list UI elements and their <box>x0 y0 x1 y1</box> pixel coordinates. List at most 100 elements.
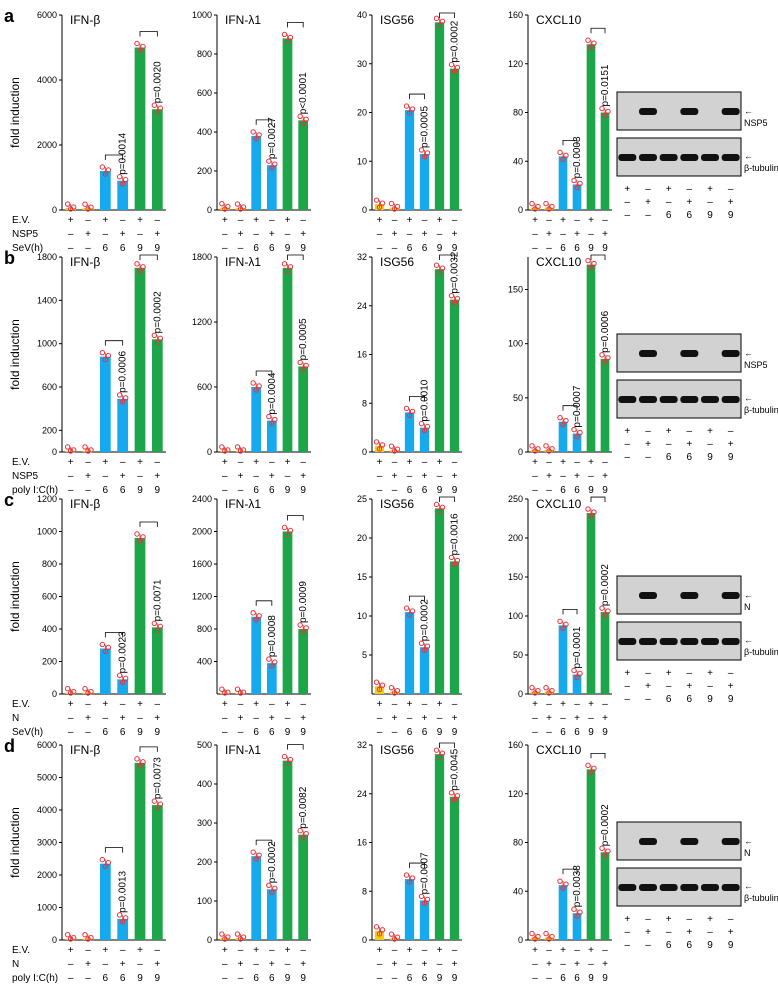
significance-bracket <box>255 600 273 606</box>
data-point <box>70 204 77 210</box>
data-point <box>433 501 440 508</box>
y-tick-label: 800 <box>197 624 212 634</box>
condition-cell: + <box>574 471 580 482</box>
significance-bracket <box>104 340 124 346</box>
data-point <box>591 765 597 772</box>
blot-condition-cell: + <box>645 681 651 692</box>
blot-band-loading <box>701 884 719 891</box>
condition-cell: 9 <box>155 727 161 738</box>
chart-title: IFN-λ1 <box>225 13 261 27</box>
condition-cell: 9 <box>437 727 443 738</box>
blot-condition-cell: – <box>645 426 651 437</box>
condition-cell: + <box>285 215 291 226</box>
y-tick-label: 20 <box>357 533 367 543</box>
data-point <box>529 200 535 207</box>
condition-cell: + <box>532 457 538 468</box>
chart-title: IFN-β <box>70 497 100 511</box>
blot-condition-cell: + <box>707 668 713 679</box>
y-tick-label: 200 <box>42 657 57 667</box>
significance-bracket <box>255 839 273 846</box>
condition-cell: 9 <box>452 727 458 738</box>
condition-cell: + <box>137 699 143 710</box>
condition-cell: 9 <box>452 243 458 254</box>
condition-cell: + <box>120 959 126 970</box>
condition-cell: + <box>269 229 275 240</box>
p-value-label: p=0.0020 <box>152 61 163 103</box>
condition-cell: – <box>85 457 91 468</box>
significance-bracket <box>287 22 304 28</box>
data-point <box>234 686 241 692</box>
bar <box>572 913 582 940</box>
condition-cell: 6 <box>422 243 428 254</box>
data-point <box>134 40 140 47</box>
blot-condition-cell: + <box>645 197 651 208</box>
condition-cell: – <box>392 945 398 956</box>
data-point <box>454 557 461 564</box>
condition-cell: + <box>137 215 143 226</box>
bar <box>404 412 415 452</box>
condition-cell: – <box>392 699 398 710</box>
data-point <box>549 687 555 694</box>
condition-cell: – <box>546 243 552 254</box>
data-point <box>219 444 225 450</box>
bar <box>419 153 430 210</box>
y-tick-label: 32 <box>357 740 367 750</box>
significance-bracket <box>439 496 455 502</box>
y-tick-label: 1000 <box>37 903 57 913</box>
blot-band-protein <box>721 108 740 115</box>
data-point <box>151 620 158 627</box>
significance-bracket <box>562 868 578 875</box>
p-value-label: p=0.0013 <box>118 870 129 912</box>
data-point <box>122 395 129 401</box>
data-point <box>82 444 88 450</box>
bar <box>434 22 445 210</box>
p-value-label: p=0.0002 <box>600 804 611 846</box>
condition-cell: 9 <box>155 243 161 254</box>
data-point <box>272 659 278 665</box>
data-point <box>256 852 262 858</box>
data-point <box>585 762 591 769</box>
blot-band-loading <box>639 154 657 161</box>
data-point <box>240 689 247 695</box>
p-value-label: p=0.0006 <box>118 350 129 392</box>
condition-cell: + <box>546 713 552 724</box>
condition-cell: – <box>238 945 244 956</box>
y-tick-label: 5 <box>362 650 367 660</box>
condition-cell: + <box>452 959 458 970</box>
western-blot: ← NSP5 ← β-tubulin + – + – + – – + – + – + – – 6 6 9 9 <box>616 333 778 463</box>
significance-bracket <box>287 254 304 260</box>
significance-bracket <box>139 521 158 527</box>
y-tick-label: 2400 <box>192 494 212 504</box>
blot-band-protein <box>680 108 699 115</box>
y-tick-label: 100 <box>508 339 523 349</box>
blot-condition-cell: + <box>686 927 692 938</box>
condition-cell: + <box>238 471 244 482</box>
condition-cell: + <box>285 457 291 468</box>
y-tick-label: 1000 <box>37 339 57 349</box>
condition-cell: + <box>269 959 275 970</box>
data-point <box>605 355 611 361</box>
bar-chart-IFN-β: 0 1000 2000 3000 4000 5000 6000 IFN-β p=0.0013 p=… <box>37 740 166 984</box>
chart-title: IFN-λ1 <box>225 743 261 757</box>
data-point <box>403 103 410 109</box>
blot-condition-cell: + <box>686 197 692 208</box>
condition-cell: – <box>532 229 538 240</box>
data-point <box>591 40 597 46</box>
y-tick-label: 10 <box>357 156 367 166</box>
blot-band-protein <box>680 350 699 357</box>
data-point <box>64 201 71 207</box>
condition-cell: – <box>422 699 428 710</box>
data-point <box>448 790 455 796</box>
significance-bracket <box>409 395 425 402</box>
condition-cell: 6 <box>103 973 109 984</box>
p-value-label: p=0.0016 <box>450 513 461 555</box>
data-point <box>388 200 395 207</box>
blot-condition-cell: 6 <box>687 940 693 951</box>
condition-cell: + <box>300 959 306 970</box>
condition-cell: – <box>602 215 608 226</box>
condition-cell: – <box>68 485 74 496</box>
significance-bracket <box>287 744 304 750</box>
bar <box>117 180 129 210</box>
y-tick-label: 0 <box>52 689 57 699</box>
